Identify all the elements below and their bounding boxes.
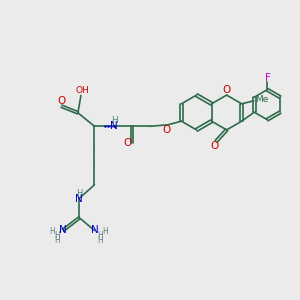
Text: Me: Me — [255, 95, 269, 104]
Text: N: N — [59, 225, 67, 236]
Text: N: N — [75, 194, 83, 204]
Text: O: O — [57, 96, 66, 106]
Text: H: H — [102, 227, 108, 236]
Text: H: H — [55, 236, 60, 244]
Text: H: H — [97, 231, 103, 240]
Text: O: O — [163, 125, 171, 135]
Text: H: H — [112, 116, 118, 125]
Text: H: H — [97, 236, 103, 244]
Text: O: O — [123, 138, 131, 148]
Text: H: H — [55, 231, 60, 240]
Text: N: N — [91, 225, 99, 236]
Text: OH: OH — [76, 86, 89, 95]
Text: F: F — [265, 73, 271, 83]
Text: O: O — [223, 85, 231, 95]
Text: H: H — [50, 227, 55, 236]
Text: N: N — [110, 121, 118, 131]
Text: O: O — [211, 141, 219, 151]
Text: H: H — [76, 189, 82, 198]
